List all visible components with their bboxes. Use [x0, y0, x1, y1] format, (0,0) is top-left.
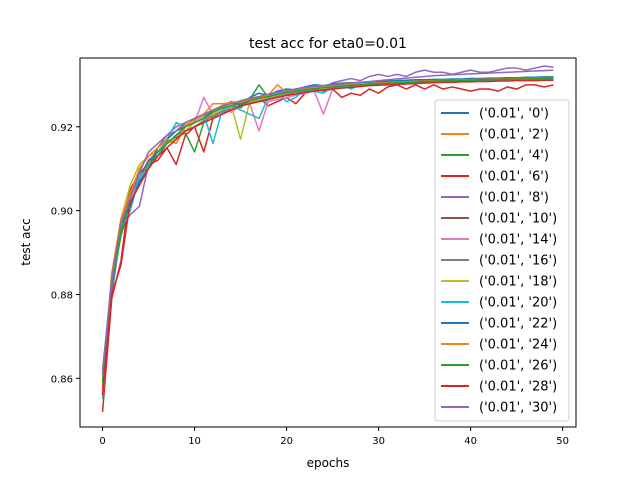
plot-lines	[101, 65, 554, 412]
series-line-13	[101, 79, 554, 396]
y-axis-ticks: 0.86 0.88 0.90 0.92	[51, 123, 80, 385]
x-tick-label: 0	[99, 436, 105, 447]
x-tick-label: 20	[280, 436, 293, 447]
legend-entry: ('0.01', '18')	[479, 275, 557, 290]
series-line-12	[101, 77, 554, 383]
x-tick-label: 50	[556, 436, 569, 447]
plot-frame	[79, 57, 577, 428]
legend-entry: ('0.01', '24')	[479, 338, 557, 353]
y-tick-label: 0.86	[51, 374, 73, 385]
legend-entry: ('0.01', '10')	[479, 212, 557, 227]
legend-entry: ('0.01', '30')	[479, 401, 557, 416]
legend-entry: ('0.01', '26')	[479, 359, 557, 374]
legend-entry: ('0.01', '28')	[479, 380, 557, 395]
x-tick-label: 10	[188, 436, 201, 447]
chart-title: test acc for eta0=0.01	[249, 36, 407, 52]
x-tick-label: 40	[464, 436, 477, 447]
legend-box	[434, 99, 570, 422]
legend-entry: ('0.01', '2')	[479, 128, 549, 143]
y-axis-label: test acc	[19, 218, 33, 265]
legend-entry: ('0.01', '22')	[479, 317, 557, 332]
y-tick-label: 0.90	[51, 207, 73, 218]
legend-entry: ('0.01', '16')	[479, 254, 557, 269]
x-axis-label: epochs	[307, 456, 350, 470]
legend-entry: ('0.01', '4')	[479, 149, 549, 164]
legend-entry: ('0.01', '8')	[479, 191, 549, 206]
legend-entry: ('0.01', '20')	[479, 296, 557, 311]
series-line-14	[101, 69, 554, 375]
legend-entry: ('0.01', '14')	[479, 233, 557, 248]
legend-entry: ('0.01', '6')	[479, 170, 549, 185]
legend-entry: ('0.01', '0')	[479, 107, 549, 122]
y-tick-label: 0.92	[51, 123, 73, 134]
x-axis-ticks: 0 10 20 30 40 50	[99, 427, 569, 447]
y-tick-label: 0.88	[51, 290, 73, 301]
legend: ('0.01', '0') ('0.01', '2') ('0.01', '4') (…	[434, 99, 570, 422]
x-tick-label: 30	[372, 436, 385, 447]
